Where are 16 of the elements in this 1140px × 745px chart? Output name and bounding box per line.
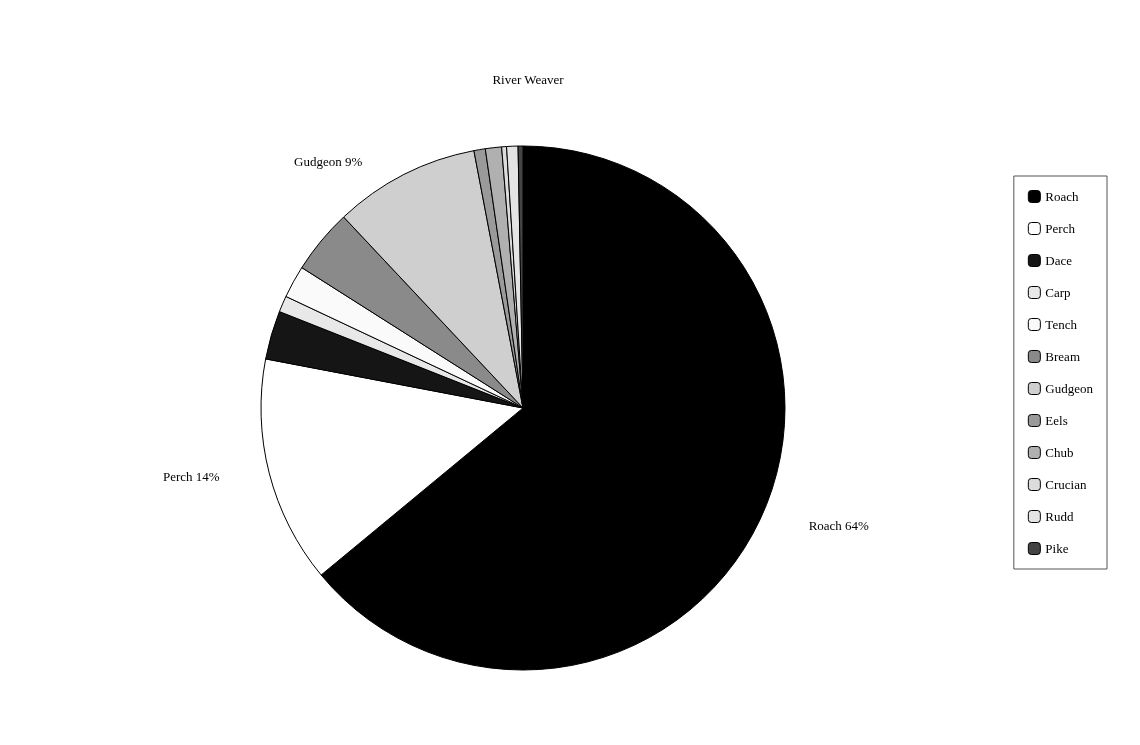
legend-label: Crucian — [1045, 477, 1087, 492]
category-label: Perch 14% — [163, 469, 220, 485]
category-label: Gudgeon 9% — [293, 153, 363, 169]
legend-label: Pike — [1045, 541, 1069, 556]
legend-label: Eels — [1045, 413, 1068, 428]
legend-label: Bream — [1045, 349, 1080, 364]
chart-title: River Weaver — [492, 72, 565, 87]
legend-label: Chub — [1045, 445, 1074, 460]
legend-label: Roach — [1045, 189, 1080, 204]
legend-label: Rudd — [1045, 509, 1075, 524]
category-label: Roach 64% — [808, 518, 869, 534]
legend-label: Tench — [1045, 317, 1078, 332]
legend-label: Perch — [1045, 221, 1076, 236]
legend-label: Carp — [1045, 285, 1071, 300]
legend-label: Dace — [1045, 253, 1073, 268]
legend-label: Gudgeon — [1045, 381, 1094, 396]
